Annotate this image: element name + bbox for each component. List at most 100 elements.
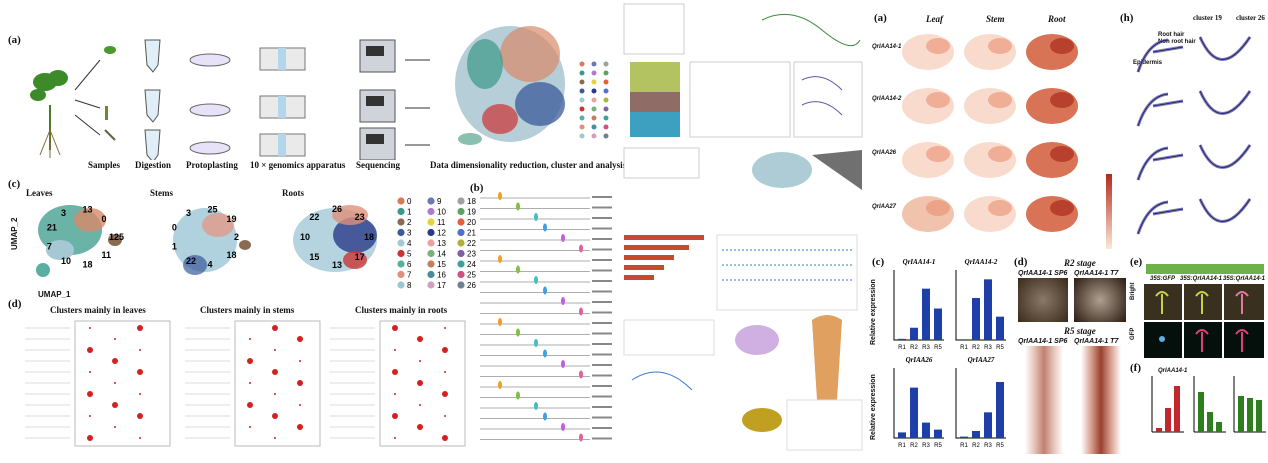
bar-category-label: R1 — [960, 345, 968, 351]
umap-leaves: 125 11 18 10 7 21 3 13 0 — [36, 204, 124, 277]
col-root: Root — [1048, 14, 1066, 24]
f-bar-charts — [1151, 376, 1266, 433]
d-r2-stage: R2 stage — [1064, 258, 1096, 268]
dotplot-dot — [392, 369, 398, 375]
h-head-26: cluster 26 — [1236, 14, 1265, 22]
legend-dot-20 — [457, 218, 465, 226]
dotplot-dot — [249, 382, 251, 384]
bar-category-label: R5 — [934, 345, 942, 351]
legend-label-13: 13 — [437, 239, 446, 248]
legend-label-5: 5 — [407, 250, 412, 259]
umap-cluster-label: 21 — [47, 222, 57, 232]
dotplot-dot — [89, 415, 91, 417]
expression-umap-blob — [1050, 200, 1074, 216]
legend-dot-23 — [457, 249, 465, 258]
umap-cluster-label: 19 — [227, 214, 237, 224]
umap-cluster-label: 10 — [61, 256, 71, 266]
dotplot-dot — [274, 393, 276, 395]
legend-dot-11 — [427, 218, 435, 226]
dotplot-dot — [137, 369, 143, 375]
dotplot-dot — [249, 338, 251, 340]
expression-umap-blob — [902, 142, 954, 178]
legend-dot-18 — [457, 197, 465, 205]
dotplot-dot — [247, 402, 253, 408]
dotplot-dot — [417, 336, 423, 342]
dotplot-title-leaves: Clusters mainly in leaves — [50, 305, 146, 315]
step-analysis: Data dimensionality reduction, cluster a… — [430, 160, 627, 170]
dotplot-dot — [272, 413, 278, 419]
bar-category-label: R2 — [972, 345, 980, 351]
expression-umap-blob — [988, 38, 1012, 54]
violin-mark — [516, 265, 520, 274]
legend-label-7: 7 — [407, 271, 412, 280]
legend-label-16: 16 — [437, 271, 446, 280]
violin-gene-label — [592, 364, 612, 366]
umap-cluster-label: 18 — [364, 232, 374, 242]
mini-legend-dot — [579, 79, 585, 85]
bar — [898, 432, 906, 438]
bar — [922, 288, 930, 340]
mini-legend-dot — [591, 79, 597, 85]
umap-cluster-label: 15 — [309, 252, 319, 262]
umap-cluster-label: 23 — [355, 212, 365, 222]
trajectory-curve — [1198, 198, 1252, 223]
e-row-gfp: GFP — [1130, 327, 1136, 340]
mini-legend-dot — [591, 133, 597, 139]
dotplot-dot — [297, 380, 303, 386]
panel-h-label: (h) — [1120, 12, 1134, 24]
umap-cluster-label: 0 — [172, 222, 177, 232]
legend-label-24: 24 — [467, 260, 476, 269]
dotplot-dot — [87, 391, 93, 397]
dotplot-dot — [392, 413, 398, 419]
dotplot-dot — [114, 338, 116, 340]
expression-umap-blob — [1026, 196, 1078, 232]
legend-label-26: 26 — [467, 281, 476, 290]
trajectory-line — [1137, 39, 1184, 73]
trajectory-line — [1137, 201, 1184, 235]
legend-label-10: 10 — [437, 208, 446, 217]
bar-chart-title: QrIAA26 — [906, 356, 933, 364]
dotplot-dot — [299, 360, 301, 362]
step-sequencing: Sequencing — [356, 160, 401, 170]
bar — [996, 316, 1004, 340]
violin-gene-label — [592, 353, 612, 356]
violin-mark — [516, 391, 520, 400]
violin-gene-label — [592, 322, 612, 324]
mini-legend-dot — [603, 115, 609, 121]
umap-cluster-label: 1 — [172, 242, 177, 252]
violin-mark — [534, 276, 538, 284]
legend-label-12: 12 — [437, 229, 446, 238]
legend-dot-7 — [397, 270, 405, 279]
trajectory-line — [1199, 198, 1251, 222]
umap-cluster-label: 13 — [332, 260, 342, 270]
bar-category-label: R2 — [972, 443, 980, 449]
umap-cluster-label: 0 — [102, 214, 107, 224]
panel-d-label: (d) — [8, 298, 22, 310]
violin-gene-label — [592, 206, 612, 209]
violin-gene-label — [592, 416, 612, 419]
bar — [910, 387, 918, 438]
legend-dot-25 — [457, 270, 465, 279]
umap-cluster-label: 26 — [332, 204, 342, 214]
umap-cluster-label: 17 — [355, 252, 365, 262]
dotplot-dot — [272, 325, 278, 331]
seedling-icons — [1155, 291, 1249, 352]
umap-title-roots: Roots — [282, 188, 304, 198]
panel-f-label: (f) — [1130, 362, 1141, 374]
r2-t7-image — [1074, 278, 1126, 322]
legend-dot-22 — [457, 239, 465, 247]
legend-label-25: 25 — [467, 271, 476, 280]
umap-ylabel: UMAP_2 — [10, 217, 19, 250]
bar-category-label: R2 — [910, 443, 918, 449]
bar-category-label: R1 — [898, 443, 906, 449]
legend-dot-9 — [427, 197, 435, 205]
expression-umap-blob — [902, 88, 954, 124]
col-leaf: Leaf — [926, 14, 943, 24]
mini-legend-dot — [603, 79, 609, 85]
dotplot-dot — [114, 426, 116, 428]
violin-gene-label — [592, 196, 612, 198]
expression-umap-grid — [902, 34, 1112, 249]
r5-sp6-image — [1020, 346, 1068, 454]
dotplot-dot — [419, 360, 421, 362]
bar-category-label: R5 — [934, 443, 942, 449]
